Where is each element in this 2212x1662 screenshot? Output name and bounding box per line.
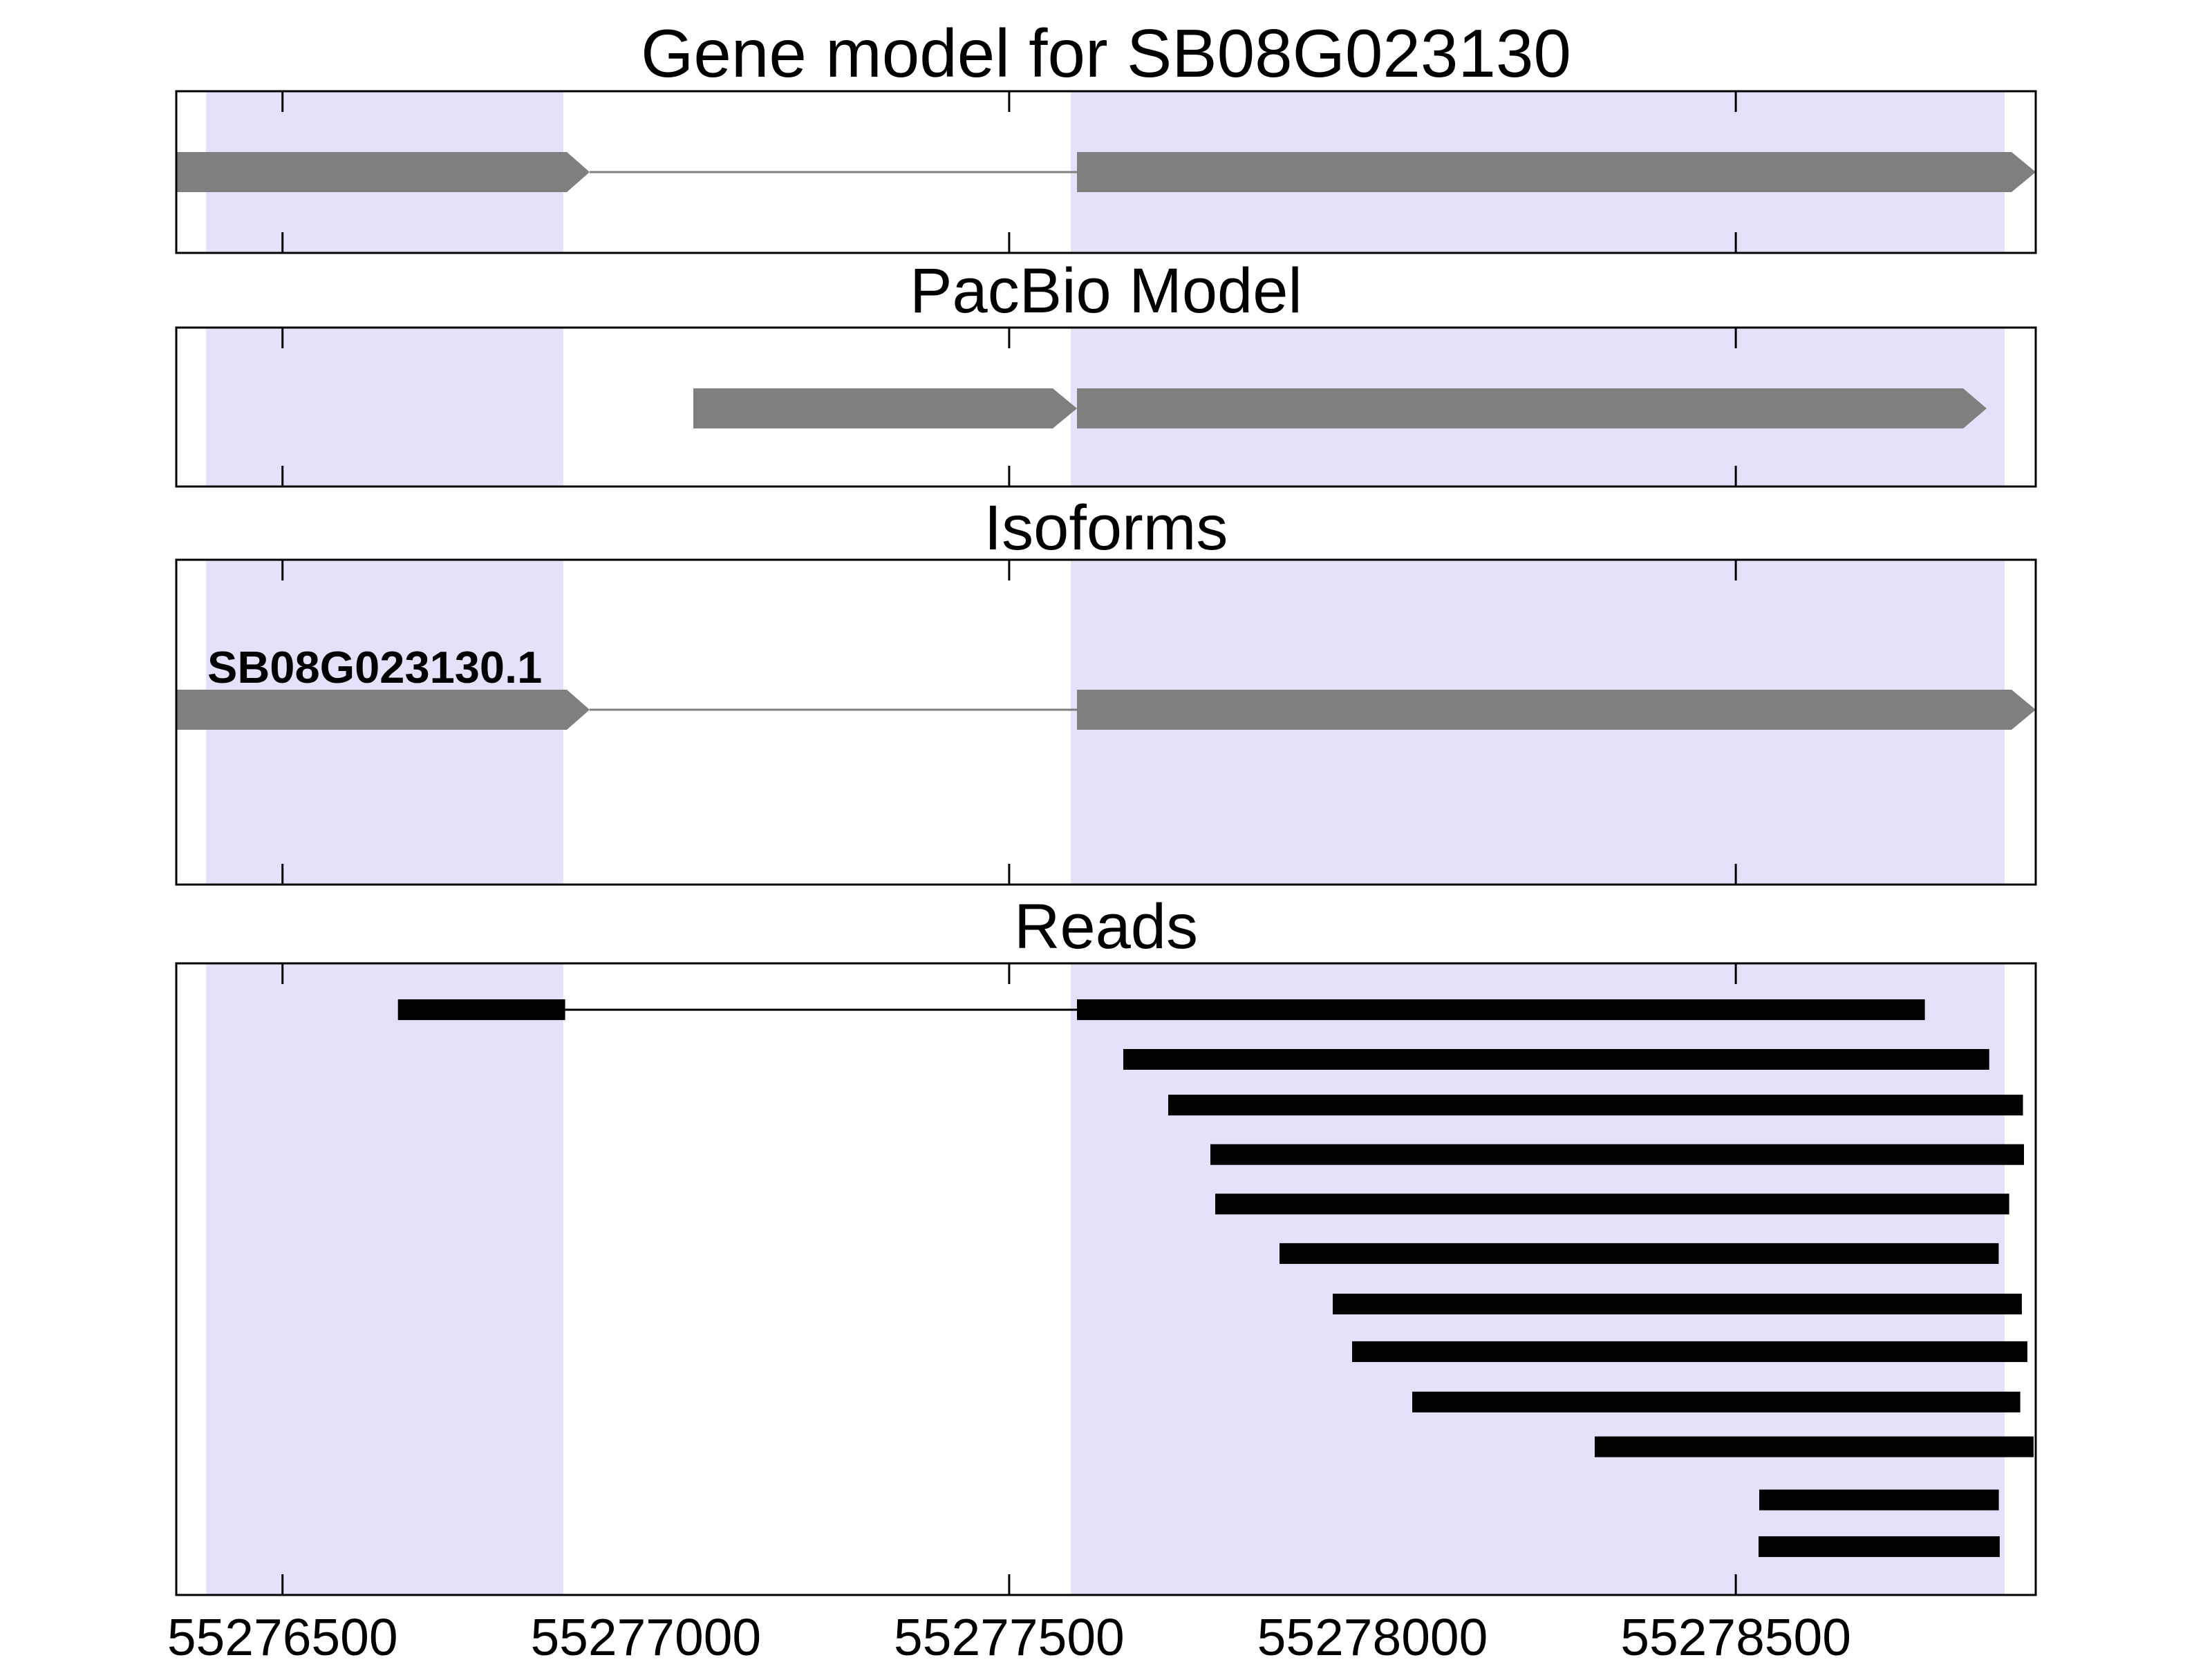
svg-text:55278000: 55278000 [1257, 1608, 1488, 1659]
svg-text:SB08G023130.1: SB08G023130.1 [207, 642, 542, 692]
svg-text:55277000: 55277000 [530, 1608, 761, 1659]
svg-text:55276500: 55276500 [167, 1608, 398, 1659]
svg-text:55277500: 55277500 [894, 1608, 1125, 1659]
svg-text:Isoforms: Isoforms [984, 493, 1228, 563]
svg-text:55278500: 55278500 [1620, 1608, 1851, 1659]
svg-text:Reads: Reads [1014, 891, 1198, 962]
svg-text:PacBio Model: PacBio Model [910, 256, 1302, 326]
svg-text:Gene model for SB08G023130: Gene model for SB08G023130 [641, 15, 1571, 91]
